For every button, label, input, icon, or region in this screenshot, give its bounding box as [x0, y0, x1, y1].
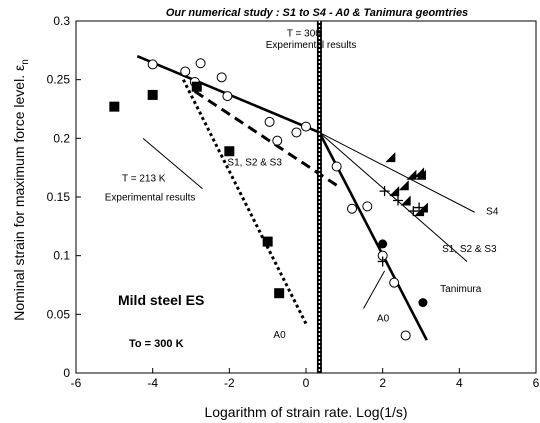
y-tick-label: 0.2 [53, 131, 70, 145]
filled-circle-marker [378, 239, 388, 249]
open-circle-marker [195, 58, 206, 69]
axis-ticks: -6 -4 -2 0 2 4 6 0 0.05 0.1 0.15 0.2 0.25 0.3 [47, 14, 540, 390]
y-tick-label: 0.05 [47, 307, 71, 321]
x-tick-label: -4 [147, 376, 158, 390]
filled-square-marker [274, 288, 285, 299]
fit-line [194, 90, 338, 187]
annotation-label: S1, S2 & S3 [442, 244, 497, 255]
y-axis-label-subscript: n [20, 59, 31, 65]
open-circle-marker [147, 59, 158, 70]
x-tick-label: 4 [456, 376, 463, 390]
y-tick-label: 0.25 [47, 73, 71, 87]
chart-title: Our numerical study : S1 to S4 - A0 & Ta… [166, 7, 468, 19]
y-axis-label: Nominal strain for maximum force level. … [11, 59, 31, 321]
temperature-label: To = 300 K [129, 338, 184, 350]
open-circle-marker [331, 161, 342, 172]
annotation-label: A0 [273, 330, 286, 341]
filled-square-marker [147, 89, 158, 100]
y-tick-label: 0.3 [53, 14, 70, 28]
annotation-label: A0 [377, 313, 390, 324]
annotation-label: T = 300 [287, 28, 321, 39]
annotation-label: Experimental results [105, 193, 196, 204]
open-circle-marker [389, 277, 400, 288]
half-square-marker [398, 180, 409, 191]
x-tick-label: -6 [71, 376, 82, 390]
half-square-marker [400, 195, 411, 206]
leader-line [142, 137, 203, 190]
half-square-marker [385, 152, 396, 163]
plus-marker [377, 256, 388, 267]
open-circle-marker [400, 330, 411, 341]
x-axis-label: Logarithm of strain rate. Log(1/s) [204, 404, 407, 420]
plus-marker [408, 206, 419, 217]
open-circle-marker [216, 72, 227, 83]
filled-square-marker [224, 146, 235, 157]
open-circle-marker [264, 116, 275, 127]
open-circle-marker [291, 127, 302, 138]
annotation-label: S1, S2 & S3 [227, 157, 282, 168]
x-tick-label: 0 [303, 376, 310, 390]
y-axis-label-main: Nominal strain for maximum force level. … [11, 65, 27, 321]
open-circle-marker [362, 201, 373, 212]
plus-marker [379, 186, 390, 197]
open-circle-marker [272, 135, 283, 146]
material-label: Mild steel ES [118, 292, 204, 308]
half-square-marker [416, 169, 426, 180]
half-square-marker [406, 169, 417, 180]
fit-line [319, 132, 468, 262]
open-circle-marker [222, 91, 233, 102]
filled-square-marker [109, 101, 120, 112]
fit-line [319, 132, 475, 213]
x-tick-label: 6 [533, 376, 540, 390]
open-circle-marker [180, 66, 191, 77]
open-circle-marker [301, 121, 311, 132]
plus-marker [414, 202, 425, 213]
leader-line [363, 270, 386, 309]
half-square-marker [417, 202, 428, 213]
x-tick-label: 2 [379, 376, 386, 390]
filled-square-marker [262, 236, 273, 247]
annotation-label: Tanimura [440, 284, 482, 295]
y-tick-label: 0.15 [47, 190, 71, 204]
y-tick-label: 0 [63, 366, 70, 380]
open-circle-marker [347, 203, 357, 214]
y-tick-label: 0.1 [53, 249, 70, 263]
filled-circle-marker [418, 298, 428, 308]
annotation-label: T = 213 K [122, 174, 166, 185]
filled-square-marker [191, 81, 202, 92]
annotation-label: Experimental results [266, 40, 357, 51]
half-square-marker [414, 206, 425, 217]
data-markers [109, 58, 428, 341]
plus-marker [393, 195, 403, 206]
annotation-label: S4 [486, 207, 499, 218]
x-tick-label: -2 [224, 376, 235, 390]
half-square-marker [389, 186, 400, 197]
